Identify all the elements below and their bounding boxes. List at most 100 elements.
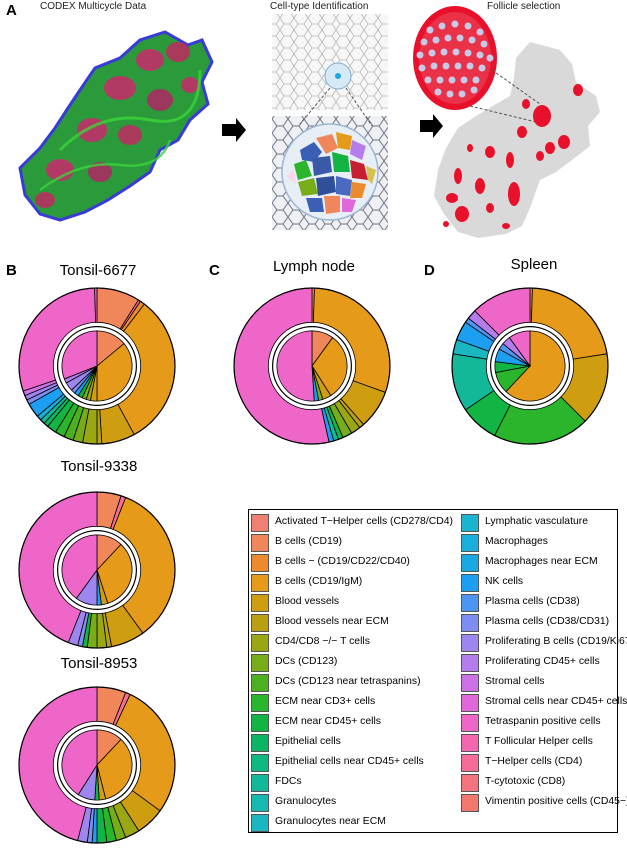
legend: Activated T−Helper cells (CD278/CD4) B ce… [248, 509, 627, 833]
legend-label: Lymphatic vasculature [485, 516, 588, 527]
legend-label: CD4/CD8 −/− T cells [275, 636, 370, 647]
codex-tissue-image [18, 30, 214, 222]
legend-label: T−Helper cells (CD4) [485, 756, 583, 767]
donut-charts [18, 287, 609, 844]
legend-label: Plasma cells (CD38/CD31) [485, 616, 610, 627]
legend-swatch [461, 774, 479, 792]
legend-swatch [251, 614, 269, 632]
donut-title-tonsil-8953: Tonsil-8953 [60, 655, 138, 672]
panel-letter-a: A [6, 2, 17, 19]
legend-swatch [251, 674, 269, 692]
donut-inner-slice [311, 337, 348, 397]
legend-label: Blood vessels near ECM [275, 616, 389, 627]
legend-label: ECM near CD3+ cells [275, 696, 376, 707]
donut-outer-edge [233, 287, 391, 445]
legend-label: Plasma cells (CD38) [485, 596, 580, 607]
legend-swatch [251, 754, 269, 772]
donut-outer-edge [451, 287, 609, 445]
legend-swatch [461, 534, 479, 552]
legend-label: Granulocytes near ECM [275, 816, 386, 827]
legend-swatch [461, 554, 479, 572]
legend-label: B cells (CD19) [275, 536, 342, 547]
arrow-right-icon-2 [420, 114, 443, 138]
segmented-cells [286, 132, 376, 214]
legend-swatch [461, 754, 479, 772]
legend-swatch [251, 694, 269, 712]
follicle-selection-title: Follicle selection [487, 1, 561, 12]
legend-swatch [251, 794, 269, 812]
donut-outer-edge [18, 287, 176, 445]
legend-label: Vimentin positive cells (CD45−) [485, 796, 627, 807]
legend-swatch [251, 734, 269, 752]
legend-swatch [461, 674, 479, 692]
donut-title-lymph-node: Lymph node [272, 258, 355, 275]
legend-label: DCs (CD123) [275, 656, 338, 667]
legend-swatch [251, 714, 269, 732]
donut-inner-slice [508, 330, 531, 368]
legend-label: Granulocytes [275, 796, 337, 807]
legend-label: Proliferating CD45+ cells [485, 656, 600, 667]
legend-swatch [461, 714, 479, 732]
legend-label: B cells − (CD19/CD22/CD40) [275, 556, 410, 567]
cell-segmentation-image [272, 14, 388, 230]
donut-inner-slice [96, 343, 133, 402]
donut-inner-slice [276, 330, 315, 402]
legend-swatch [251, 774, 269, 792]
donut-title-spleen: Spleen [510, 256, 558, 273]
donut-title-tonsil-6677: Tonsil-6677 [59, 262, 137, 279]
legend-label: NK cells [485, 576, 524, 587]
legend-swatch [251, 554, 269, 572]
legend-swatch [461, 594, 479, 612]
legend-swatch [461, 634, 479, 652]
legend-label: Macrophages near ECM [485, 556, 598, 567]
codex-germinal-centers [35, 42, 199, 208]
legend-label: B cells (CD19/IgM) [275, 576, 363, 587]
arrow-right-icon [222, 118, 246, 142]
legend-label: Macrophages [485, 536, 548, 547]
legend-swatch [251, 574, 269, 592]
donut-inner-slice [96, 738, 133, 800]
follicle-selection-image [413, 6, 600, 238]
legend-label: Epithelial cells [275, 736, 341, 747]
donut-inner-slice [61, 534, 98, 599]
legend-label: DCs (CD123 near tetraspanins) [275, 676, 421, 687]
panel-letter-b: B [6, 262, 17, 279]
legend-label: Activated T−Helper cells (CD278/CD4) [275, 516, 453, 527]
legend-swatch [251, 514, 269, 532]
legend-swatch [461, 734, 479, 752]
donut-inner-slice [96, 543, 133, 604]
codex-data-title: CODEX Multicycle Data [40, 1, 147, 12]
donut-title-tonsil-9338: Tonsil-9338 [60, 458, 138, 475]
legend-label: Epithelial cells near CD45+ cells [275, 756, 424, 767]
panel-letter-c: C [209, 262, 220, 279]
legend-label: Stromal cells [485, 676, 545, 687]
donut-inner-slice [505, 330, 566, 402]
legend-label: ECM near CD45+ cells [275, 716, 381, 727]
legend-swatch [251, 594, 269, 612]
legend-swatch [461, 694, 479, 712]
legend-swatch [461, 614, 479, 632]
legend-swatch [461, 574, 479, 592]
legend-label: FDCs [275, 776, 302, 787]
panel-letter-d: D [424, 262, 435, 279]
legend-label: Blood vessels [275, 596, 340, 607]
donut-outer-edge [18, 686, 176, 844]
legend-swatch [251, 534, 269, 552]
legend-swatch [461, 794, 479, 812]
celltype-identification-title: Cell-type Identification [270, 1, 369, 12]
legend-swatch [251, 814, 269, 832]
follicle-cells [416, 20, 494, 98]
legend-label: Tetraspanin positive cells [485, 716, 601, 727]
legend-label: T Follicular Helper cells [485, 736, 593, 747]
follicle-spots [443, 84, 583, 229]
legend-swatch [461, 654, 479, 672]
donut-outer-edge [18, 491, 176, 649]
donut-inner-slice [61, 729, 98, 796]
legend-swatch [251, 654, 269, 672]
donut-inner-slice [61, 330, 98, 380]
legend-label: Stromal cells near CD45+ cells [485, 696, 627, 707]
legend-swatch [461, 514, 479, 532]
legend-swatch [251, 634, 269, 652]
legend-label: T-cytotoxic (CD8) [485, 776, 566, 787]
